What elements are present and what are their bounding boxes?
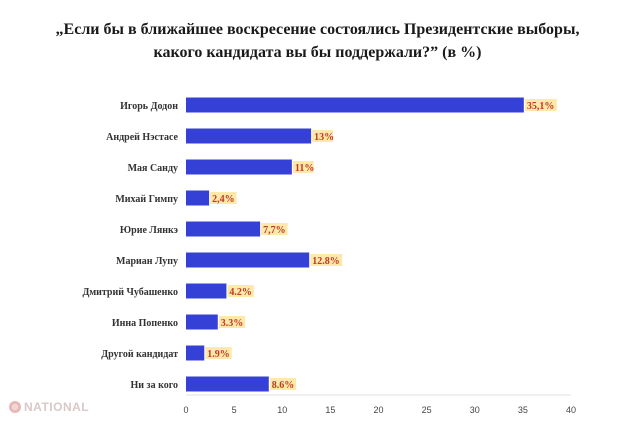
data-label-background [312,130,333,142]
bar [186,252,310,268]
bar [186,221,261,237]
data-label: 1.9% [207,349,230,360]
bar [186,128,312,144]
data-label-background [218,316,246,328]
category-label: Дмитрий Чубашенко [82,287,178,298]
data-label: 7,7% [263,225,286,236]
bar [186,97,524,113]
watermark-logo: NATIONAL [8,397,89,417]
x-tick-label: 35 [518,405,528,415]
data-label-background [292,161,314,173]
data-label-background [524,99,557,111]
chart-title: „Если бы в ближайшее воскресение состоял… [55,21,580,61]
category-label: Другой кандидат [101,349,178,360]
x-tick-label: 15 [325,405,335,415]
x-tick-label: 40 [566,405,576,415]
watermark-text: NATIONAL [24,400,90,414]
bar [186,314,218,330]
rose-logo-icon [9,401,21,413]
bar [186,345,205,361]
bar [186,283,227,299]
x-tick-label: 5 [232,405,237,415]
data-label: 8.6% [272,380,295,391]
data-label: 35,1% [527,101,555,112]
data-label-background [227,285,254,297]
data-label-background [269,378,297,390]
category-label: Мая Санду [128,163,178,174]
category-label: Игорь Додон [120,101,178,112]
bar [186,159,292,175]
data-label-background [310,254,343,266]
x-tick-label: 20 [373,405,383,415]
category-label: Инна Попенко [112,318,178,329]
data-label: 12.8% [312,256,340,267]
data-label-background [205,347,232,359]
category-label: Ни за кого [131,380,178,391]
data-label: 4.2% [229,287,252,298]
x-tick-label: 10 [277,405,287,415]
bar [186,376,269,392]
category-label: Мариан Лупу [116,256,178,267]
category-label: Юрие Лянкэ [120,225,178,236]
category-label: Андрей Нэстасе [106,132,178,143]
x-tick-label: 30 [470,405,480,415]
x-tick-label: 25 [422,405,432,415]
x-tick-label: 0 [183,405,188,415]
data-label-background [210,192,237,204]
data-label: 11% [295,163,314,174]
data-label: 3.3% [221,318,244,329]
bar [186,190,210,206]
category-label: Михай Гимпу [115,194,178,205]
data-label-background [261,223,288,235]
data-label: 13% [314,132,334,143]
data-label: 2,4% [212,194,235,205]
